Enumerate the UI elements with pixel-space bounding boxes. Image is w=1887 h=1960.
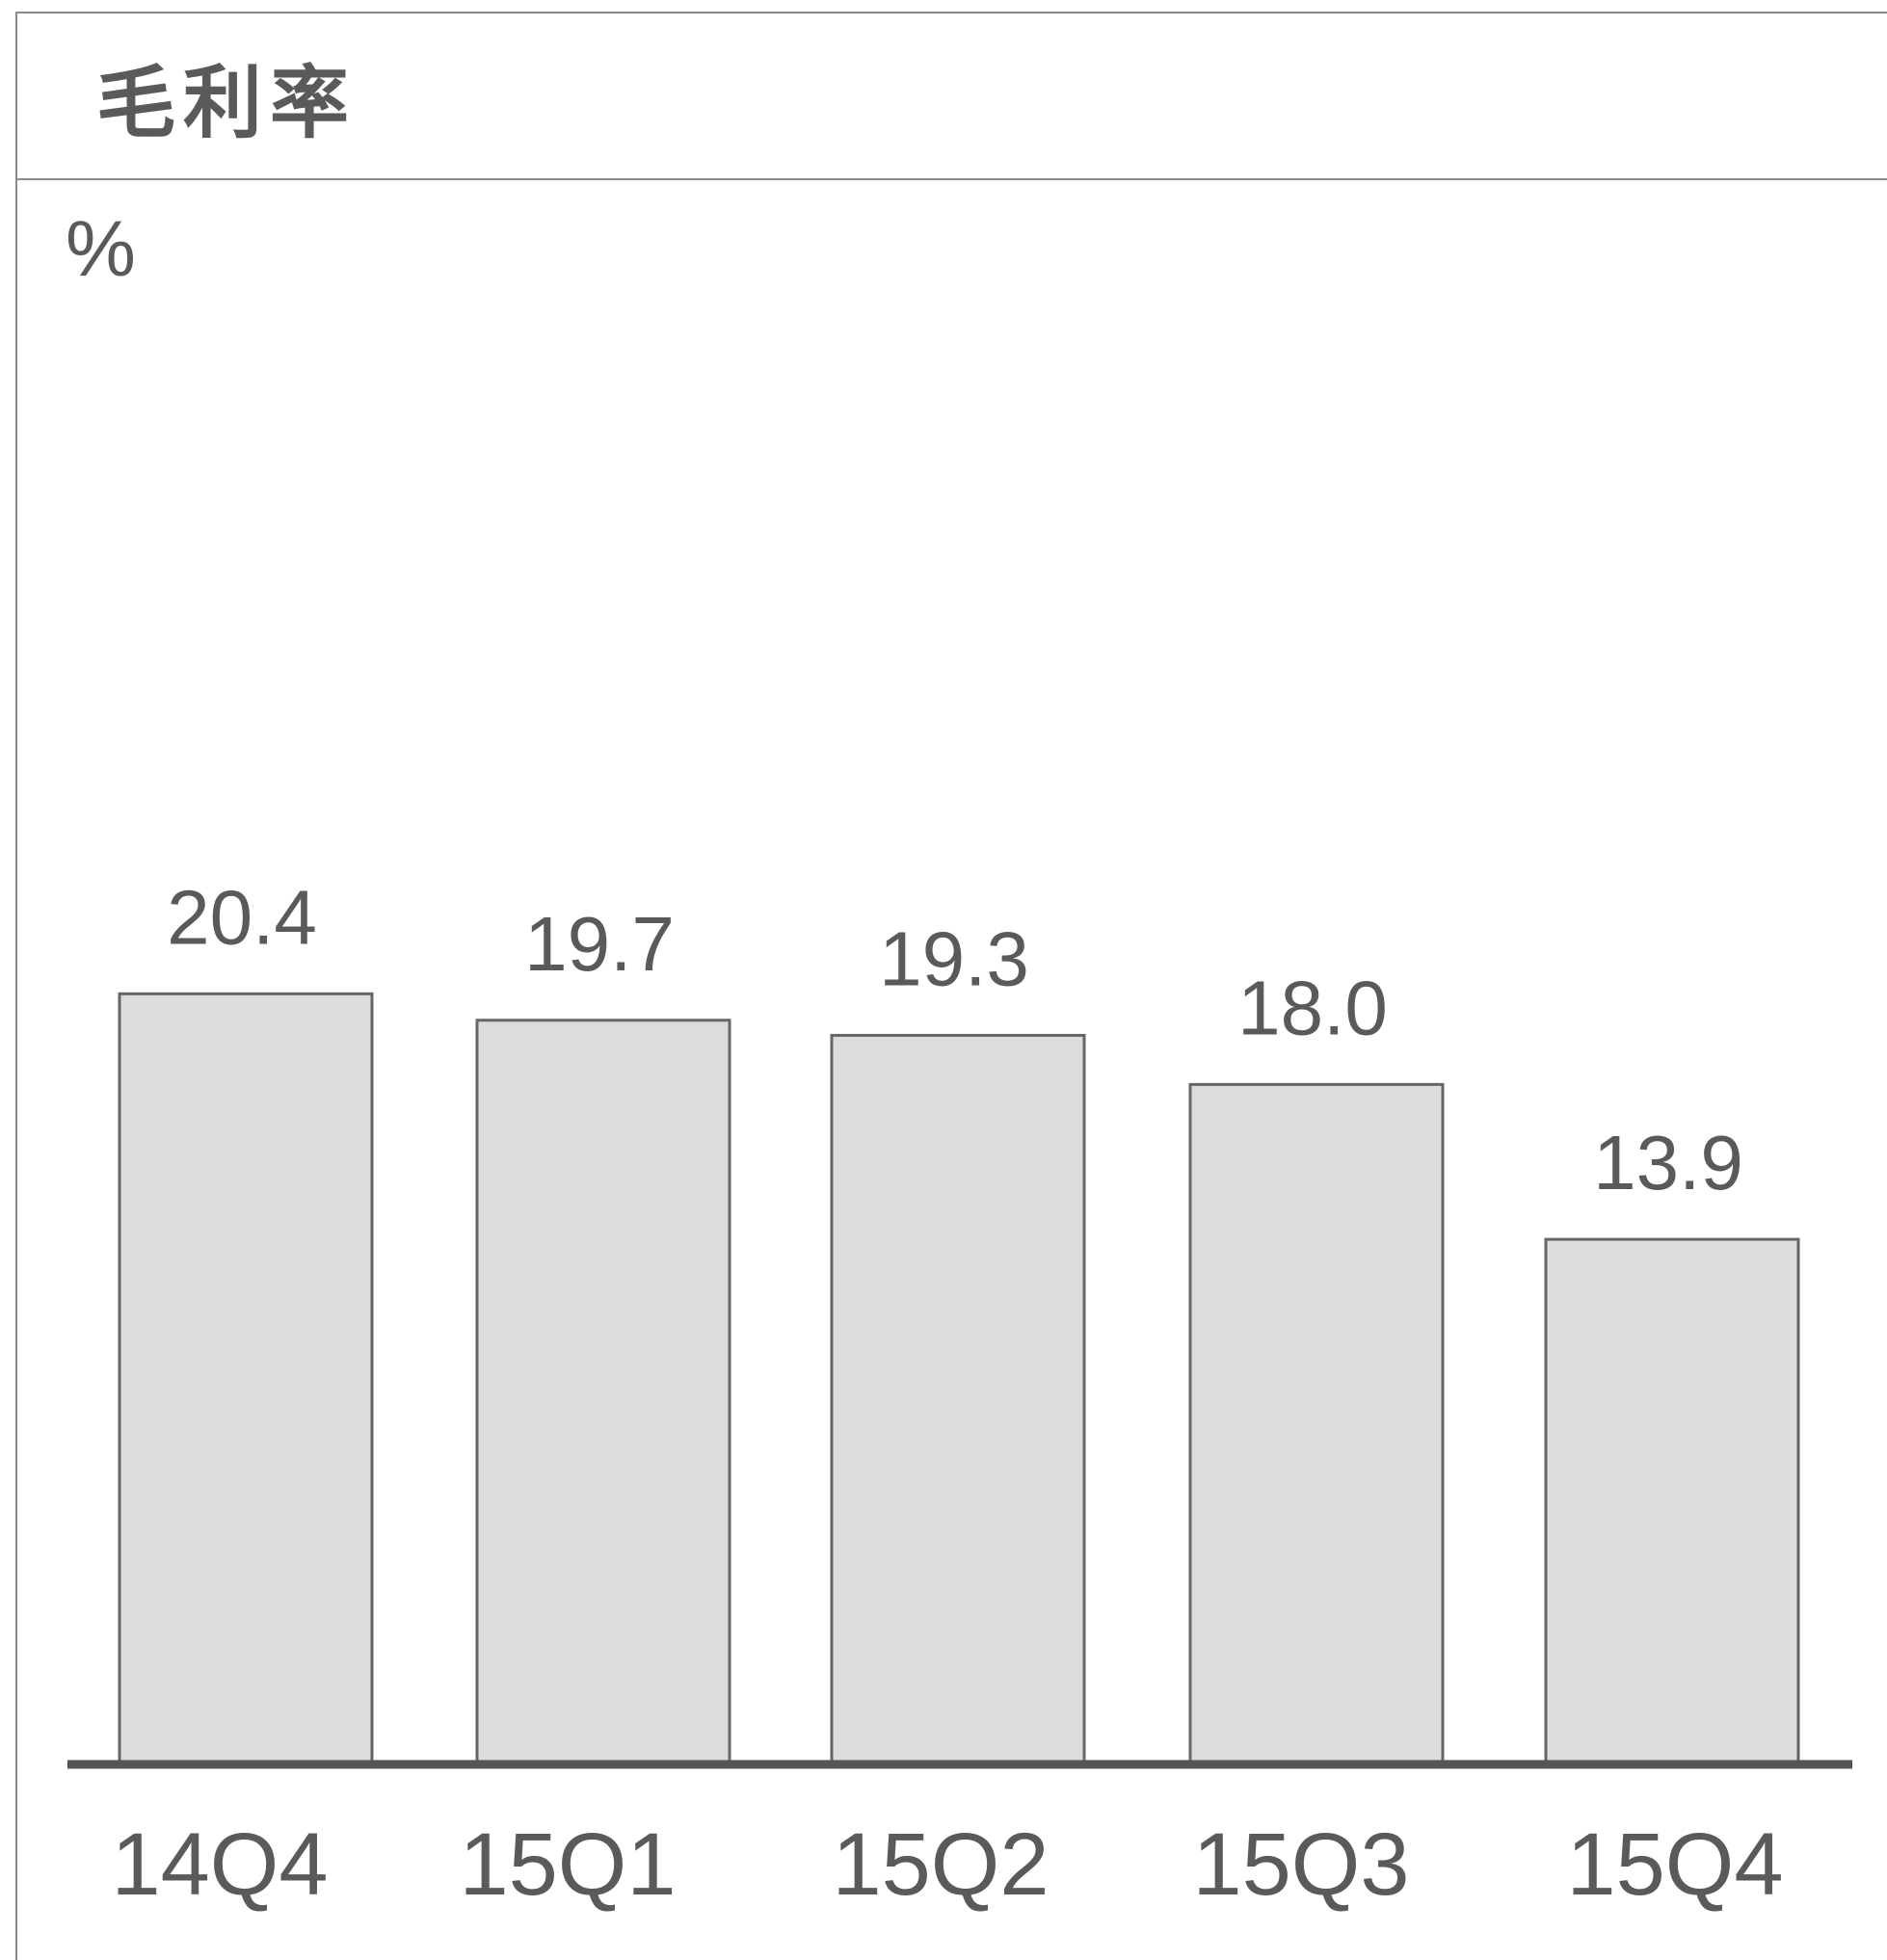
bar-15Q1 — [475, 1019, 731, 1766]
data-label-14Q4: 20.4 — [167, 874, 317, 960]
x-tick-label-14Q4: 14Q4 — [111, 1815, 328, 1914]
x-tick-label-15Q4: 15Q4 — [1566, 1815, 1783, 1914]
x-tick-label-15Q2: 15Q2 — [832, 1815, 1049, 1914]
data-label-15Q2: 19.3 — [879, 915, 1029, 1001]
title-row: 毛利率 — [17, 13, 1887, 180]
chart-frame: 毛利率 — [15, 12, 1887, 1960]
chart-title: 毛利率 — [96, 57, 358, 149]
x-tick-label-15Q1: 15Q1 — [459, 1815, 676, 1914]
y-axis-unit-label: % — [66, 205, 136, 293]
data-label-15Q4: 13.9 — [1593, 1120, 1743, 1205]
bar-15Q4 — [1544, 1237, 1800, 1766]
data-label-15Q1: 19.7 — [524, 901, 675, 987]
bar-14Q4 — [118, 992, 374, 1766]
x-tick-label-15Q3: 15Q3 — [1192, 1815, 1409, 1914]
bar-15Q3 — [1188, 1082, 1445, 1766]
bar-15Q2 — [830, 1033, 1086, 1766]
data-label-15Q3: 18.0 — [1237, 965, 1388, 1050]
